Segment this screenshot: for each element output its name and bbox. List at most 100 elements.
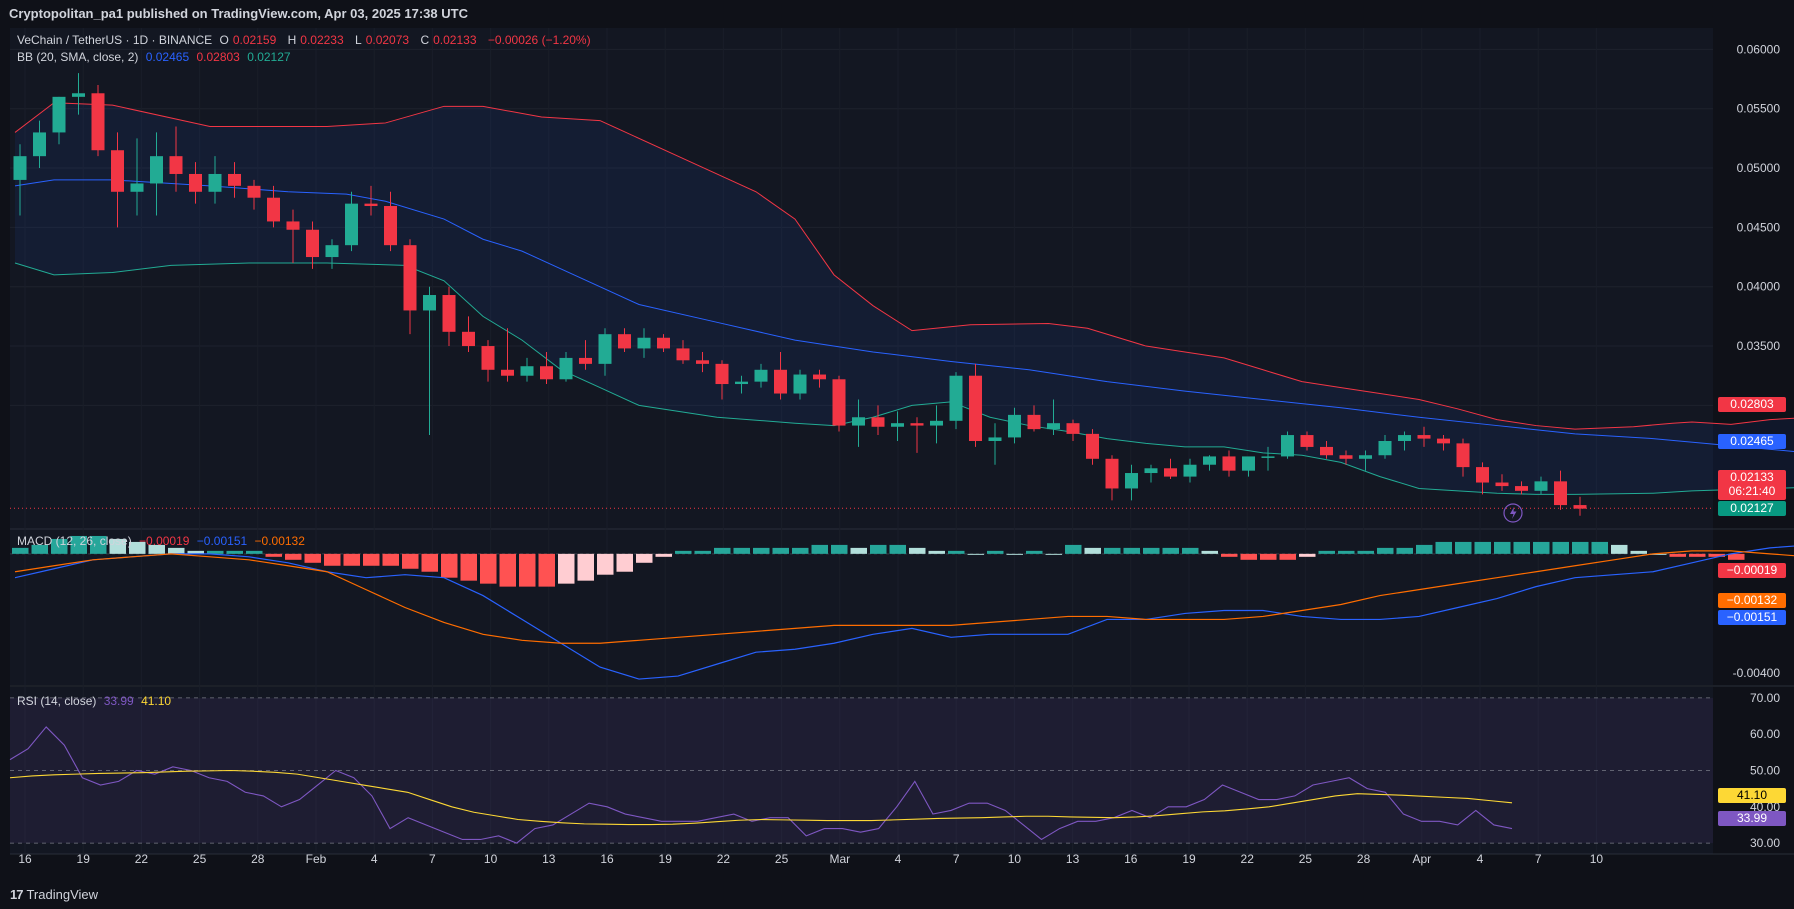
candle-body [1086, 433, 1099, 459]
macd-hist-bar [1650, 553, 1667, 555]
candle-body [1417, 435, 1431, 439]
macd-hist-bar [1299, 553, 1316, 557]
bb-lower-value: 0.02127 [247, 50, 291, 64]
candle [169, 126, 183, 192]
macd-hist-bar [1396, 547, 1413, 554]
macd-hist-bar [967, 553, 984, 555]
macd-hist-bar [909, 547, 926, 554]
candle [696, 351, 709, 373]
candle [1222, 450, 1236, 477]
time-tick-label: 25 [775, 852, 789, 866]
macd-hist-bar [324, 553, 341, 566]
rsi-value-badge: 33.99 [1718, 811, 1786, 826]
macd-hist-bar [928, 550, 945, 554]
macd-hist-bar [1318, 550, 1335, 554]
candle [462, 316, 475, 352]
macd-hist-bar [870, 544, 887, 554]
macd-hist-bar [363, 553, 380, 566]
candle-body [1320, 446, 1333, 456]
bb-basis-value: 0.02465 [145, 50, 190, 64]
candle [33, 120, 46, 169]
candle-body [72, 93, 85, 97]
candle [1027, 405, 1041, 432]
candle-body [832, 379, 846, 426]
time-tick-label: 16 [600, 852, 614, 866]
candle-body [150, 156, 163, 184]
candle [618, 328, 631, 352]
macd-hist-bar [480, 553, 497, 584]
candle [930, 405, 943, 444]
time-tick-label: Mar [829, 852, 850, 866]
time-tick-label: 13 [542, 852, 556, 866]
macd-hist-bar [1123, 547, 1140, 554]
time-tick-label: 22 [717, 852, 731, 866]
candle [1417, 426, 1431, 447]
macd-hist-bar [1533, 541, 1550, 554]
macd-hist-bar [597, 553, 614, 575]
time-tick-label: 22 [135, 852, 149, 866]
macd-hist-bar [577, 553, 594, 581]
time-tick-label: Apr [1412, 852, 1431, 866]
macd-hist-bar [148, 544, 165, 554]
candle [1125, 464, 1138, 501]
bb-lower-badge: 0.02127 [1718, 501, 1786, 516]
signal-line [14, 550, 1794, 644]
candle [793, 369, 807, 400]
macd-hist-bar [694, 550, 711, 554]
macd-label: MACD (12, 26, close) [17, 534, 132, 548]
price-tick-label: 0.06000 [1737, 42, 1781, 56]
time-tick-label: 25 [1299, 852, 1313, 866]
candle-body [1456, 443, 1470, 468]
candle-body [793, 374, 807, 394]
macd-hist-bar [714, 547, 731, 554]
bb-upper-badge: 0.02803 [1718, 397, 1786, 412]
publisher-header: Cryptopolitan_pa1 published on TradingVi… [9, 6, 468, 21]
ohlc-close: C 0.02133 [420, 33, 477, 47]
candle [910, 417, 924, 453]
candle-body [1339, 455, 1353, 459]
candle [852, 399, 865, 447]
ohlc-open: O 0.02159 [219, 33, 277, 47]
bar-countdown: 06:21:40 [1728, 484, 1776, 498]
candle-body [1437, 438, 1450, 444]
candle-body [1378, 440, 1392, 456]
candle-body [540, 366, 553, 380]
candle-body [813, 374, 826, 380]
macd-hist-bar [90, 535, 107, 554]
candle-body [618, 334, 631, 349]
rsi-tick-label: 40.00 [1750, 800, 1780, 814]
macd-hist-bar [1279, 553, 1296, 560]
macd-hist-bar [850, 547, 867, 554]
candle-body [1495, 482, 1509, 487]
candle-body [1281, 435, 1294, 457]
macd-hist-bar [1435, 541, 1452, 554]
candle [1066, 419, 1080, 441]
time-tick-label: 22 [1241, 852, 1255, 866]
bb-label: BB (20, SMA, close, 2) [17, 50, 139, 64]
macd-tick-label: -0.00400 [1733, 666, 1781, 680]
candle [1008, 407, 1021, 444]
macd-legend: MACD (12, 26, close) −0.00019 −0.00151 −… [17, 534, 309, 548]
candle-body [598, 334, 612, 364]
main-pane-bg [10, 28, 1713, 530]
bb-upper-value: 0.02803 [196, 50, 240, 64]
macd-hist-bar [1162, 547, 1179, 554]
candle-body [1047, 423, 1060, 430]
candle [988, 423, 1002, 465]
candle-body [1164, 468, 1177, 477]
time-tick-label: 10 [1008, 852, 1022, 866]
macd-hist-bar [889, 544, 906, 554]
candle-body [130, 183, 144, 192]
macd-hist-bar [1084, 547, 1101, 554]
macd-hist-badge: −0.00019 [1718, 563, 1786, 578]
macd-hist-bar [168, 547, 185, 554]
candle-body [501, 369, 514, 376]
candle-body [208, 173, 222, 192]
candle [676, 340, 690, 364]
rsi-ma-value: 41.10 [141, 694, 172, 708]
candle-body [1359, 455, 1372, 459]
candle-body [930, 420, 943, 426]
candle [228, 162, 241, 198]
candle-body [286, 221, 300, 230]
